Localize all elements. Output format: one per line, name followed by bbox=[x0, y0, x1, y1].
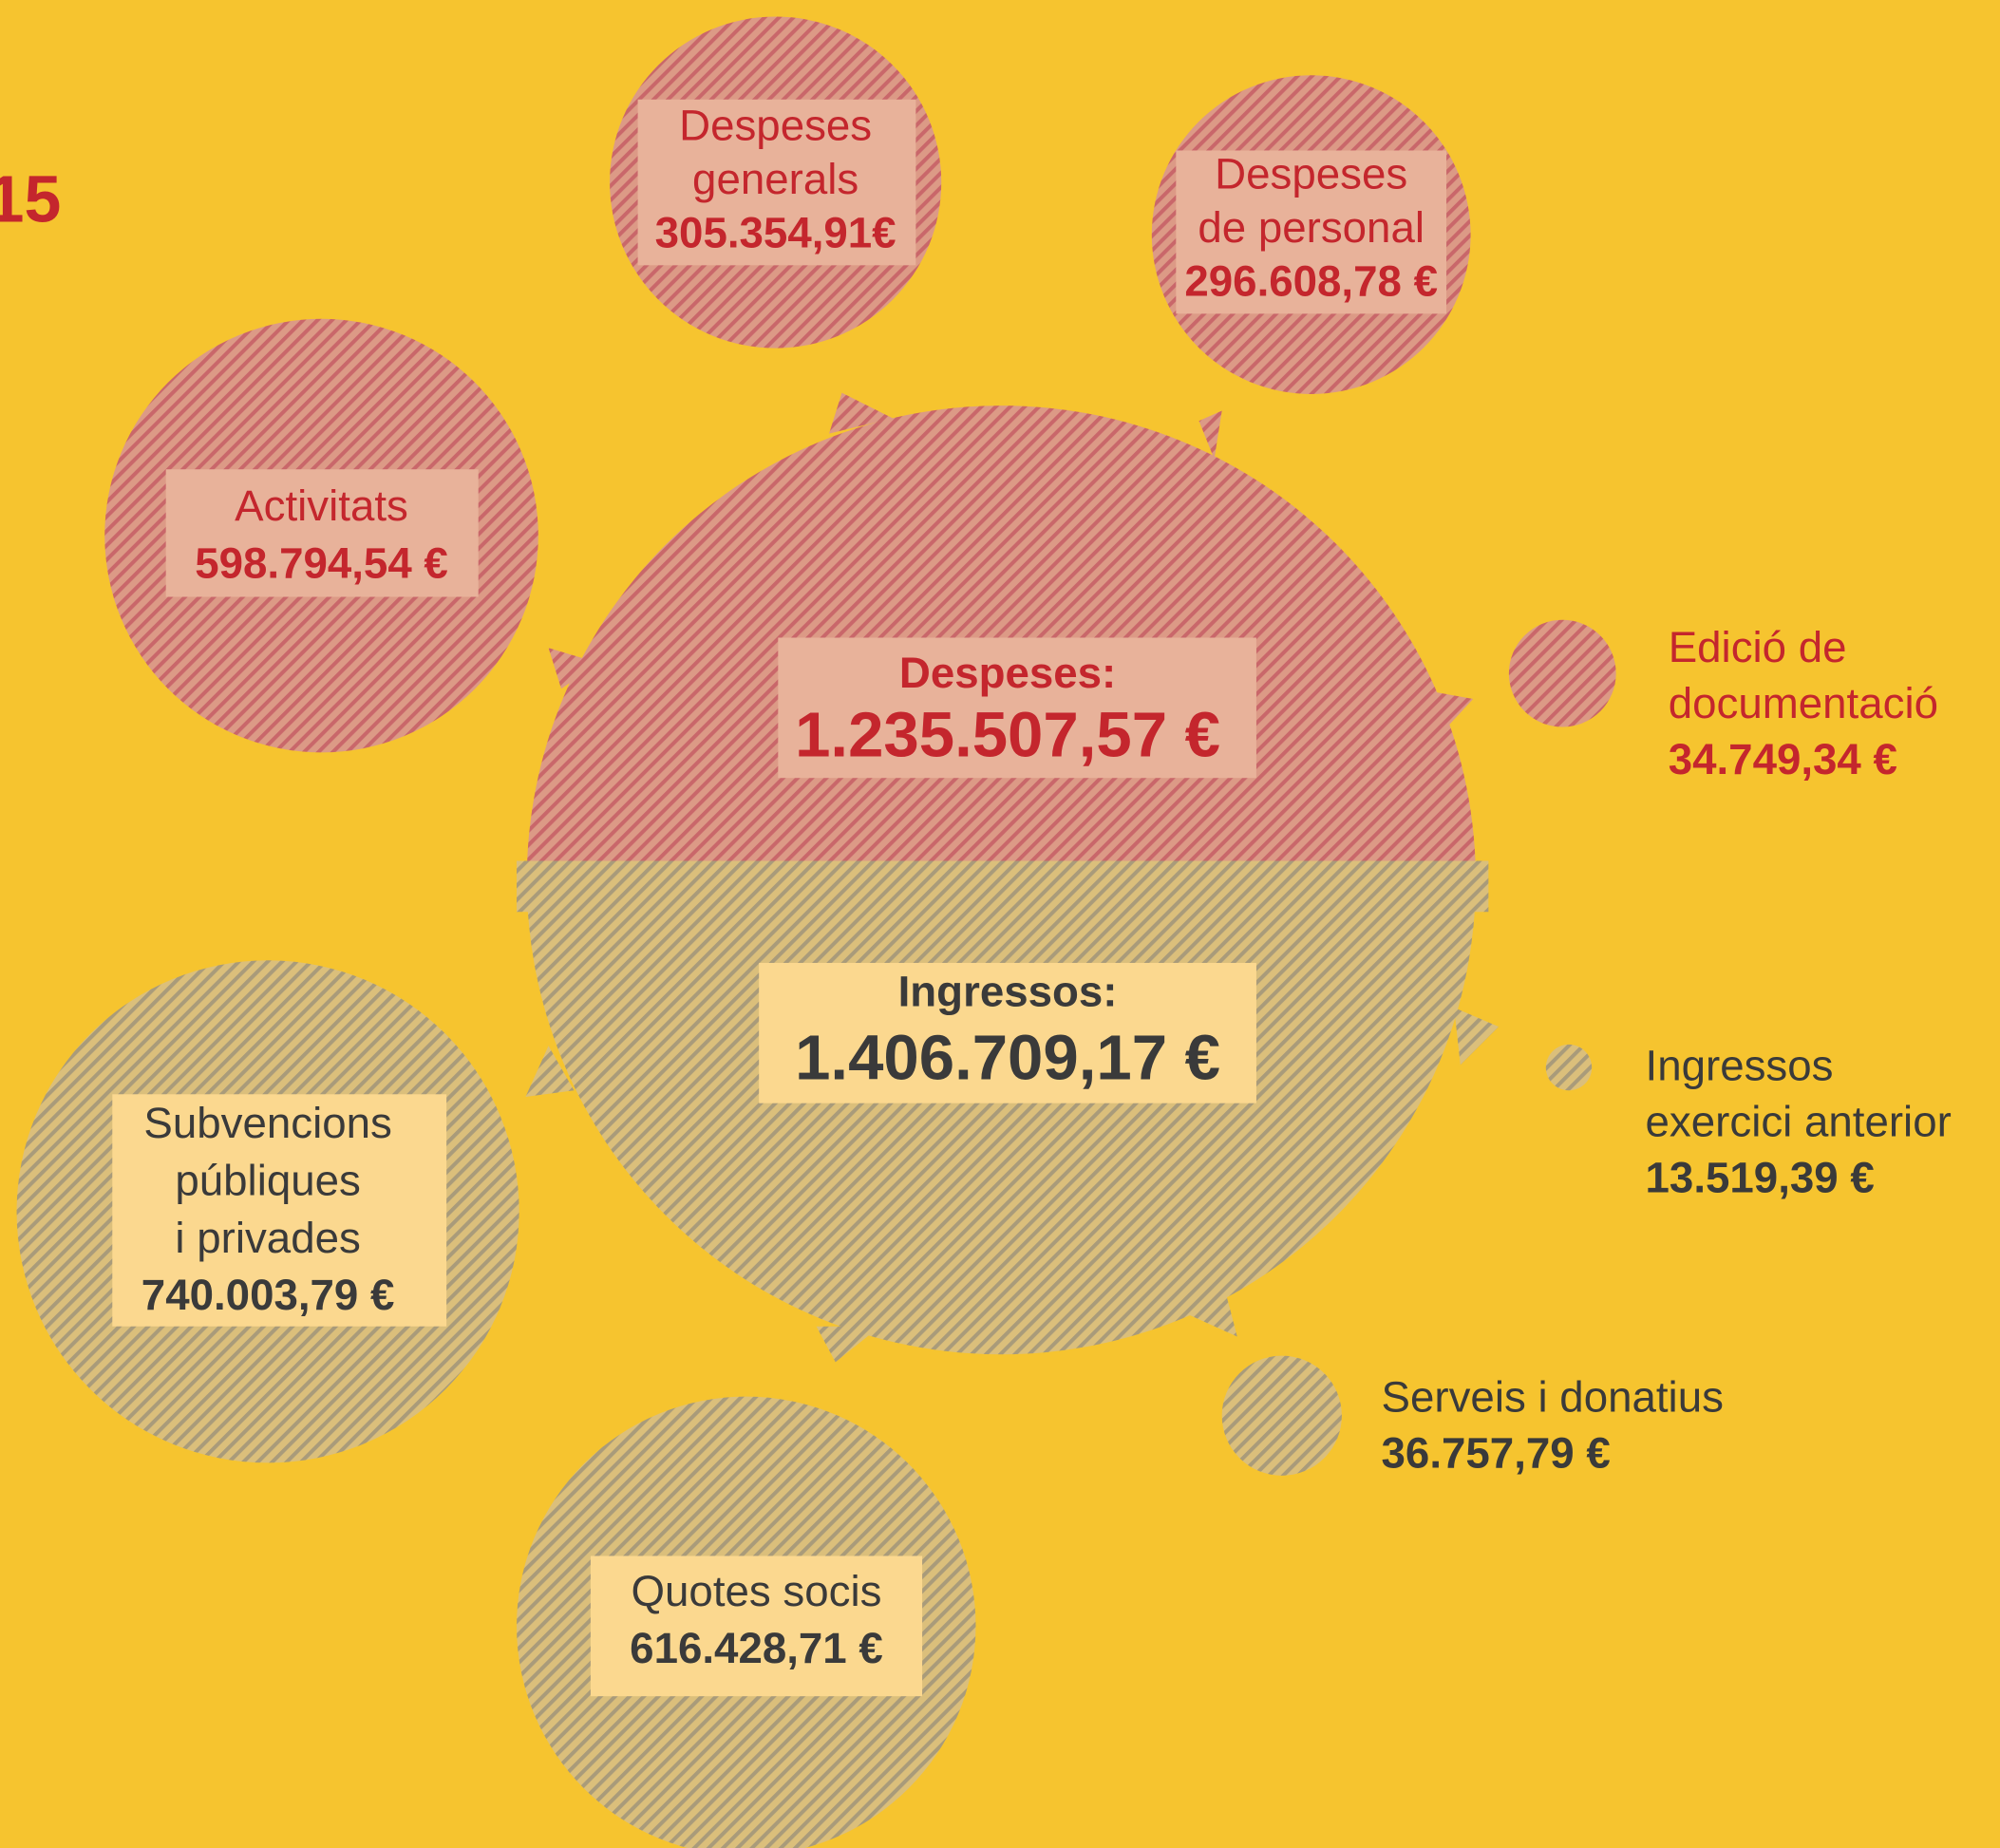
expenses-total-amount: 1.235.507,57 € bbox=[795, 700, 1220, 771]
labels: Despeses generals 305.354,91€ Despeses de pe… bbox=[142, 102, 1952, 1673]
expenses-total-label: Despeses: bbox=[899, 649, 1116, 697]
item-label: Despeses bbox=[679, 102, 872, 150]
item-label: Quotes socis bbox=[632, 1567, 882, 1615]
income-total-label: Ingressos: bbox=[898, 968, 1118, 1016]
item-label: de personal bbox=[1198, 203, 1425, 252]
label-box bbox=[112, 1094, 447, 1327]
item-label: Activitats bbox=[235, 481, 408, 530]
item-label: públiques bbox=[175, 1156, 360, 1204]
item-amount: 598.794,54 € bbox=[195, 538, 448, 587]
income-total-amount: 1.406.709,17 € bbox=[795, 1022, 1220, 1093]
item-amount: 36.757,79 € bbox=[1382, 1429, 1611, 1478]
item-label: i privades bbox=[175, 1214, 360, 1262]
item-amount: 616.428,71 € bbox=[630, 1624, 883, 1672]
item-label: Ingressos bbox=[1646, 1041, 1834, 1089]
item-label: Edició de bbox=[1669, 623, 1847, 671]
title: 15 bbox=[0, 161, 61, 236]
bubble bbox=[1508, 619, 1616, 727]
bubble bbox=[1221, 1355, 1342, 1476]
item-label: exercici anterior bbox=[1646, 1098, 1952, 1146]
label-box bbox=[637, 99, 916, 266]
item-label: generals bbox=[692, 155, 858, 203]
label-box bbox=[165, 469, 479, 597]
central-circle: Despeses: 1.235.507,57 € Ingressos: 1.40… bbox=[517, 392, 1500, 1363]
item-amount: 13.519,39 € bbox=[1646, 1154, 1875, 1202]
item-amount: 305.354,91€ bbox=[655, 209, 896, 257]
label-box bbox=[590, 1556, 923, 1697]
item-amount: 34.749,34 € bbox=[1669, 735, 1897, 783]
item-label: Subvencions bbox=[143, 1099, 391, 1147]
item-label: Serveis i donatius bbox=[1382, 1373, 1724, 1422]
label-box bbox=[1176, 150, 1447, 314]
item-amount: 740.003,79 € bbox=[142, 1271, 395, 1319]
bubble bbox=[1545, 1044, 1593, 1091]
item-label: Despeses bbox=[1215, 150, 1407, 198]
item-amount: 296.608,78 € bbox=[1184, 257, 1438, 306]
item-label: documentació bbox=[1669, 679, 1938, 727]
